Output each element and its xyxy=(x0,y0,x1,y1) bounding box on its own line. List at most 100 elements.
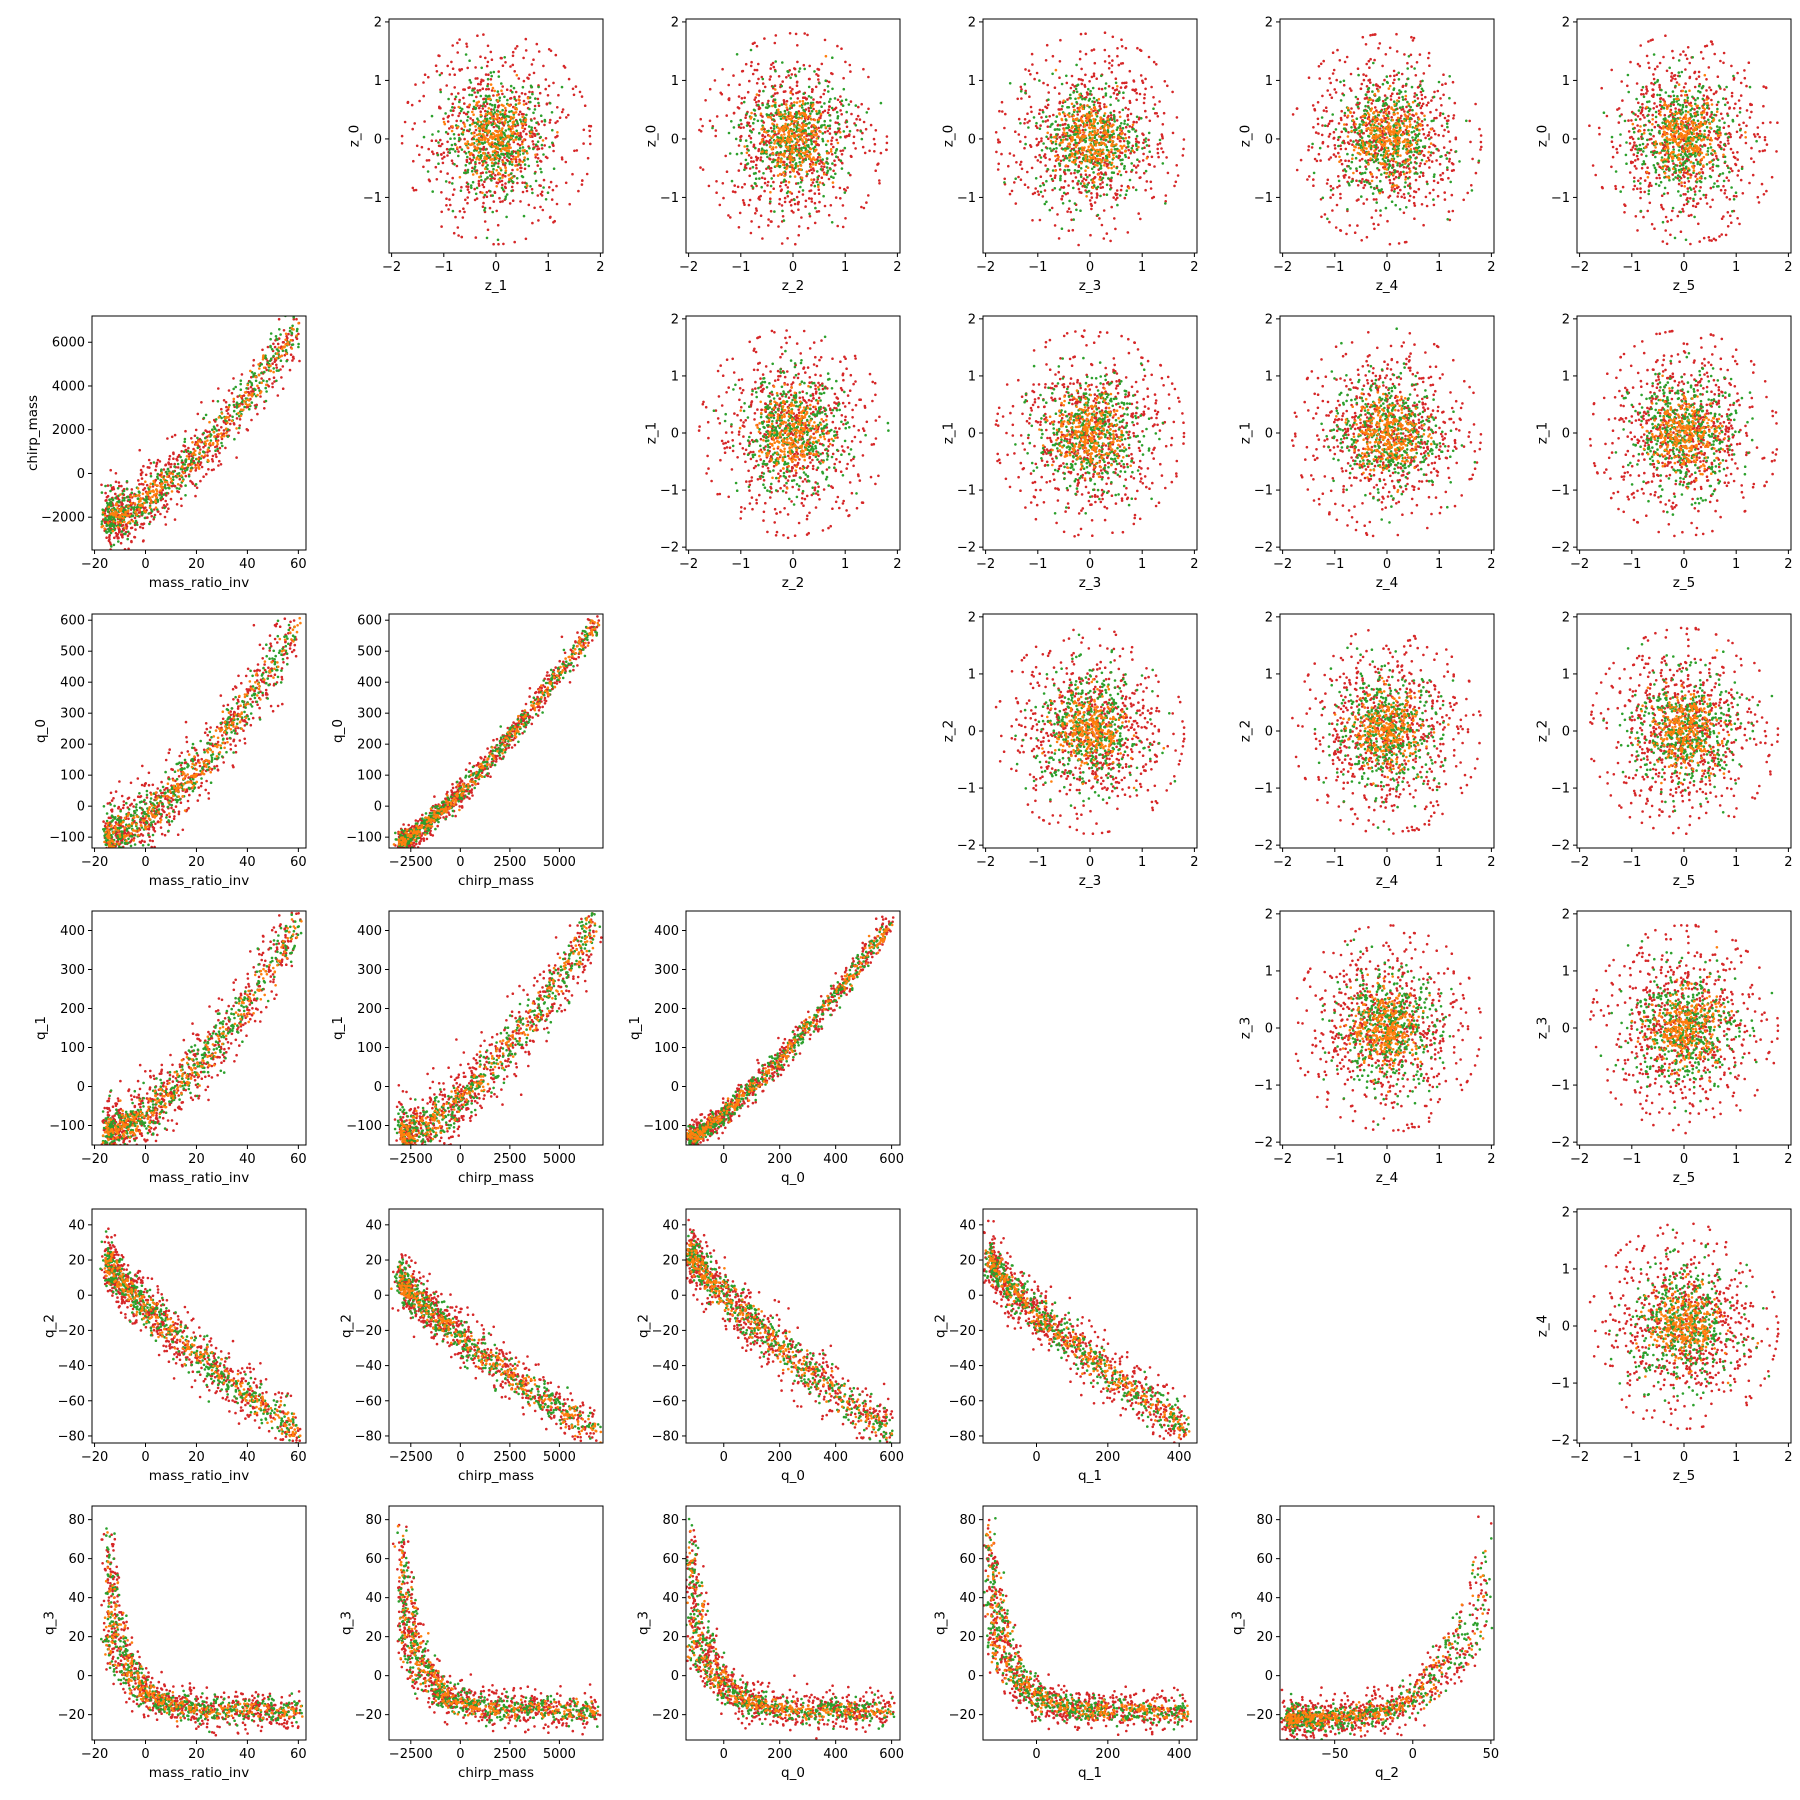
point-orange xyxy=(500,117,504,121)
x-tick-label: 2 xyxy=(893,260,901,275)
point-red xyxy=(575,149,579,152)
point-red xyxy=(1008,152,1012,155)
point-orange xyxy=(489,83,493,86)
point-green xyxy=(1398,89,1401,92)
point-red xyxy=(1335,78,1338,82)
point-green xyxy=(830,106,834,110)
point-red xyxy=(997,162,1000,166)
point-green xyxy=(531,92,534,96)
point-orange xyxy=(482,133,485,137)
point-orange xyxy=(507,144,511,148)
point-red xyxy=(544,78,548,81)
point-orange xyxy=(502,147,506,150)
point-orange xyxy=(516,151,520,154)
point-red xyxy=(1148,119,1152,123)
point-green xyxy=(1118,124,1122,128)
point-orange xyxy=(790,138,793,142)
point-red xyxy=(1037,193,1041,196)
point-red xyxy=(845,125,849,129)
point-green xyxy=(491,194,495,197)
point-green xyxy=(1102,173,1106,176)
point-red xyxy=(1056,213,1059,216)
point-green xyxy=(486,167,489,171)
point-red xyxy=(1330,96,1334,99)
point-red xyxy=(1019,178,1023,181)
point-orange xyxy=(1103,164,1106,167)
point-orange xyxy=(1070,154,1074,158)
point-red xyxy=(817,188,820,191)
point-red xyxy=(1077,187,1081,191)
point-red xyxy=(1383,94,1387,97)
point-red xyxy=(1405,171,1409,175)
point-red xyxy=(1370,102,1374,105)
point-green xyxy=(486,110,490,113)
point-red xyxy=(816,156,820,159)
point-green xyxy=(489,102,492,106)
point-red xyxy=(487,87,491,91)
point-red xyxy=(1374,209,1378,212)
point-green xyxy=(1365,181,1369,184)
point-orange xyxy=(1080,135,1084,138)
point-green xyxy=(807,85,811,89)
point-red xyxy=(469,117,472,120)
point-green xyxy=(454,124,458,127)
point-green xyxy=(1050,177,1054,181)
point-red xyxy=(1430,160,1434,163)
point-red xyxy=(1352,111,1356,114)
point-green xyxy=(761,77,765,81)
point-red xyxy=(1405,105,1408,109)
point-orange xyxy=(522,139,525,142)
point-green xyxy=(1077,119,1080,123)
point-orange xyxy=(509,115,513,119)
point-red xyxy=(1327,158,1331,161)
point-orange xyxy=(1093,126,1097,130)
point-red xyxy=(532,58,535,61)
point-orange xyxy=(450,129,454,133)
point-red xyxy=(1428,166,1431,169)
point-red xyxy=(828,127,832,130)
point-green xyxy=(1099,164,1103,168)
point-red xyxy=(1448,157,1451,161)
point-orange xyxy=(789,91,792,94)
point-red xyxy=(1081,78,1084,82)
point-orange xyxy=(786,145,790,149)
point-red xyxy=(1320,133,1324,137)
point-green xyxy=(1102,114,1106,117)
point-red xyxy=(1306,178,1309,181)
point-green xyxy=(458,100,461,104)
point-orange xyxy=(1075,150,1079,154)
point-orange xyxy=(1083,146,1086,149)
point-red xyxy=(1396,170,1400,173)
point-orange xyxy=(1124,136,1128,140)
point-red xyxy=(757,225,761,229)
point-orange xyxy=(1105,105,1108,109)
point-green xyxy=(437,141,440,144)
point-red xyxy=(1150,85,1153,89)
point-red xyxy=(439,88,442,91)
point-red xyxy=(1396,92,1399,95)
point-red xyxy=(1074,176,1078,179)
point-green xyxy=(760,119,764,123)
point-orange xyxy=(761,126,765,129)
point-orange xyxy=(773,142,776,145)
point-orange xyxy=(1097,173,1100,176)
point-green xyxy=(865,111,869,114)
point-orange xyxy=(750,111,753,115)
point-red xyxy=(453,97,457,101)
point-red xyxy=(1444,82,1447,85)
point-red xyxy=(1080,82,1084,86)
point-red xyxy=(1026,170,1029,174)
point-green xyxy=(772,124,776,128)
point-red xyxy=(522,99,526,103)
point-red xyxy=(729,216,732,219)
point-red xyxy=(1452,114,1456,117)
point-red xyxy=(539,184,542,187)
point-orange xyxy=(1118,170,1121,173)
point-orange xyxy=(463,125,467,128)
point-red xyxy=(1158,142,1162,145)
point-orange xyxy=(1112,153,1115,157)
point-red xyxy=(1070,218,1073,222)
point-red xyxy=(1370,216,1374,219)
point-red xyxy=(464,112,468,116)
point-orange xyxy=(1099,154,1102,157)
